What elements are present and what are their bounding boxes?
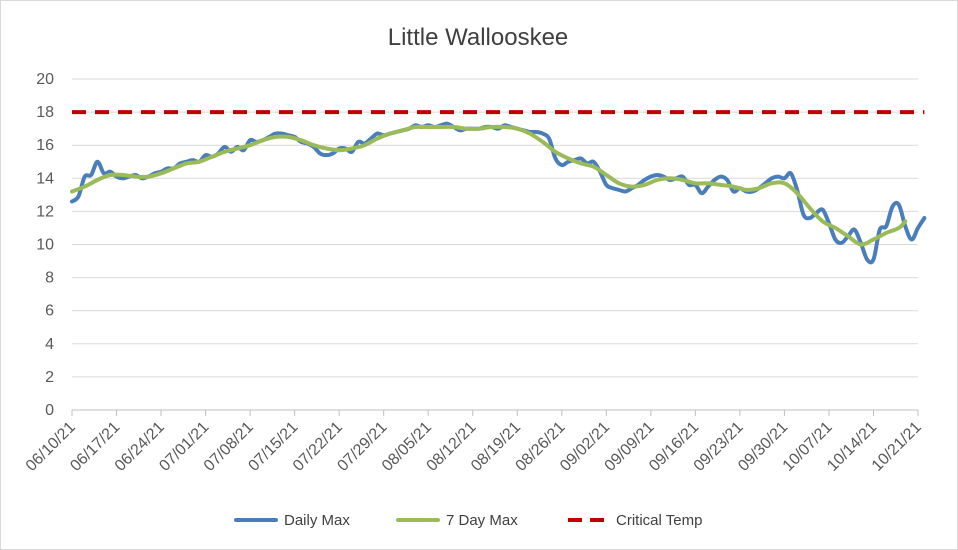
legend-label: Daily Max bbox=[284, 512, 350, 529]
series-line-1 bbox=[70, 124, 908, 247]
y-tick-labels: 0 2 4 6 8 10 12 14 16 18 20 bbox=[36, 71, 54, 419]
y-tick-label: 10 bbox=[36, 237, 54, 254]
legend: Daily Max 7 Day Max Critical Temp bbox=[234, 512, 702, 529]
y-tick-label: 8 bbox=[45, 270, 54, 287]
y-tick-label: 2 bbox=[45, 369, 54, 386]
y-tick-label: 0 bbox=[45, 402, 54, 419]
y-tick-label: 4 bbox=[45, 336, 54, 353]
y-tick-label: 14 bbox=[36, 170, 54, 187]
y-tick-label: 12 bbox=[36, 203, 54, 220]
series-lines bbox=[70, 121, 927, 265]
y-tick-label: 6 bbox=[45, 303, 54, 320]
axes bbox=[71, 409, 919, 416]
y-tick-label: 18 bbox=[36, 104, 54, 121]
y-tick-label: 20 bbox=[36, 71, 54, 88]
legend-label: 7 Day Max bbox=[446, 512, 518, 529]
legend-label: Critical Temp bbox=[616, 512, 702, 529]
y-tick-label: 16 bbox=[36, 137, 54, 154]
chart-title: Little Wallooskee bbox=[388, 24, 569, 51]
